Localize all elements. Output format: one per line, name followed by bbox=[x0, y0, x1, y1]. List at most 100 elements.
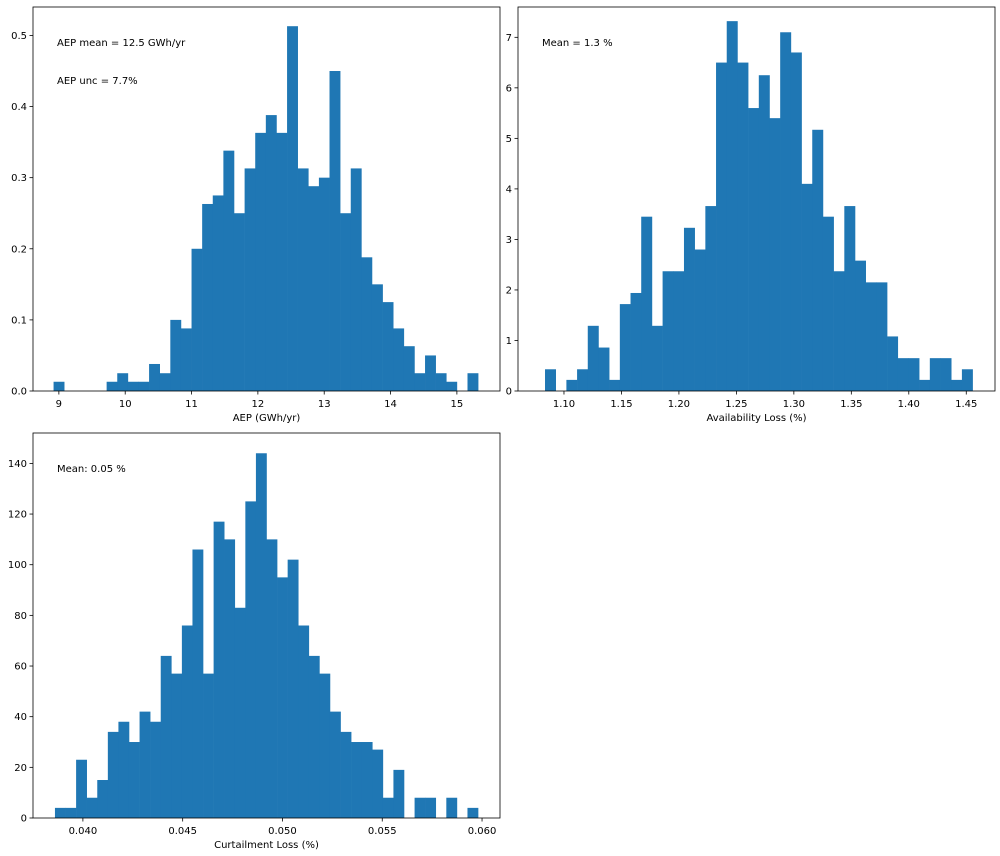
bar bbox=[361, 257, 373, 391]
bar bbox=[276, 132, 288, 391]
bar bbox=[897, 358, 909, 391]
bar bbox=[53, 381, 65, 391]
bar bbox=[662, 271, 674, 391]
annotation: Mean: 0.05 % bbox=[57, 464, 126, 475]
x-tick-label: 1.45 bbox=[955, 399, 977, 410]
bar bbox=[65, 807, 77, 818]
x-tick-label: 1.20 bbox=[668, 399, 690, 410]
bar bbox=[651, 325, 663, 391]
bar bbox=[425, 355, 436, 391]
bar bbox=[446, 797, 458, 818]
bar bbox=[308, 186, 320, 391]
bar bbox=[683, 227, 695, 391]
bar bbox=[812, 129, 824, 392]
bar bbox=[587, 325, 599, 391]
bar bbox=[350, 168, 362, 391]
bar bbox=[887, 336, 899, 391]
x-tick-label: 1.10 bbox=[553, 399, 575, 410]
y-tick-label: 2 bbox=[506, 285, 512, 296]
bar bbox=[630, 292, 642, 391]
x-tick-label: 1.15 bbox=[610, 399, 632, 410]
bar bbox=[361, 742, 373, 818]
bar bbox=[855, 260, 866, 391]
bar bbox=[929, 358, 941, 391]
bar bbox=[961, 369, 973, 391]
bar bbox=[192, 549, 204, 818]
bar bbox=[673, 271, 685, 391]
y-tick-label: 5 bbox=[506, 134, 512, 145]
y-tick-label: 0.4 bbox=[11, 102, 27, 113]
y-tick-label: 100 bbox=[8, 560, 27, 571]
y-tick-label: 0 bbox=[21, 814, 27, 825]
bar bbox=[54, 807, 66, 818]
bar bbox=[382, 797, 394, 818]
bar bbox=[577, 369, 589, 391]
x-tick-label: 0.060 bbox=[468, 826, 497, 837]
subplot: 9 10 11 12 13 14 15 0.0 0.1 0.2 0.3 0.4 0.5 AEP (GWh/… bbox=[11, 6, 501, 424]
bar bbox=[128, 742, 140, 818]
bar bbox=[224, 539, 236, 818]
bar bbox=[86, 797, 98, 818]
x-tick-label: 12 bbox=[252, 399, 265, 410]
y-tick-label: 140 bbox=[8, 459, 27, 470]
bar bbox=[149, 363, 161, 391]
y-tick-label: 0.1 bbox=[11, 315, 27, 326]
bar bbox=[106, 381, 118, 391]
bar bbox=[790, 52, 802, 391]
bar bbox=[801, 183, 813, 391]
x-tick-label: 15 bbox=[451, 399, 464, 410]
y-tick-label: 7 bbox=[506, 33, 512, 44]
bar bbox=[908, 358, 920, 391]
subplot: 1.10 1.15 1.20 1.25 1.30 1.35 1.40 1.45 0 1 2 3 4 5 6 7… bbox=[506, 6, 996, 424]
bar bbox=[266, 539, 278, 818]
x-tick-label: 1.40 bbox=[898, 399, 920, 410]
bar bbox=[139, 711, 151, 818]
bar bbox=[726, 21, 738, 391]
bar bbox=[212, 195, 224, 391]
y-tick-label: 0.5 bbox=[11, 31, 27, 42]
bar bbox=[951, 379, 963, 391]
bar bbox=[822, 216, 834, 391]
bar bbox=[265, 115, 277, 391]
bar bbox=[467, 373, 479, 391]
bar bbox=[127, 381, 139, 391]
bar bbox=[609, 379, 621, 391]
annotation: AEP mean = 12.5 GWh/yr bbox=[57, 38, 186, 49]
bar bbox=[287, 559, 299, 818]
bar bbox=[414, 373, 426, 391]
bar bbox=[748, 108, 760, 391]
bar bbox=[203, 673, 214, 818]
x-tick-label: 10 bbox=[119, 399, 132, 410]
bar bbox=[191, 248, 203, 391]
bar bbox=[876, 282, 888, 391]
x-tick-label: 0.045 bbox=[168, 826, 197, 837]
x-tick-label: 0.040 bbox=[69, 826, 98, 837]
bar bbox=[202, 203, 214, 391]
bar bbox=[170, 319, 182, 391]
bar bbox=[414, 797, 426, 818]
bar bbox=[76, 759, 87, 818]
bar bbox=[118, 721, 130, 818]
bar bbox=[171, 673, 183, 818]
bar bbox=[566, 379, 578, 391]
bar bbox=[245, 501, 257, 818]
bar bbox=[340, 213, 352, 391]
y-tick-label: 1 bbox=[506, 336, 512, 347]
axes-frame bbox=[32, 432, 501, 819]
bar bbox=[865, 282, 877, 391]
y-tick-label: 4 bbox=[506, 184, 512, 195]
x-tick-label: 0.050 bbox=[268, 826, 297, 837]
x-axis-label: AEP (GWh/yr) bbox=[233, 413, 301, 424]
y-tick-label: 60 bbox=[14, 662, 27, 673]
bar bbox=[298, 625, 310, 818]
x-tick-label: 9 bbox=[56, 399, 62, 410]
x-tick-label: 13 bbox=[318, 399, 331, 410]
bar bbox=[619, 304, 631, 391]
x-tick-label: 1.35 bbox=[840, 399, 862, 410]
x-tick-label: 14 bbox=[384, 399, 397, 410]
bar bbox=[833, 271, 845, 391]
bar bbox=[716, 62, 728, 391]
bar bbox=[318, 177, 330, 391]
y-tick-label: 3 bbox=[506, 235, 512, 246]
